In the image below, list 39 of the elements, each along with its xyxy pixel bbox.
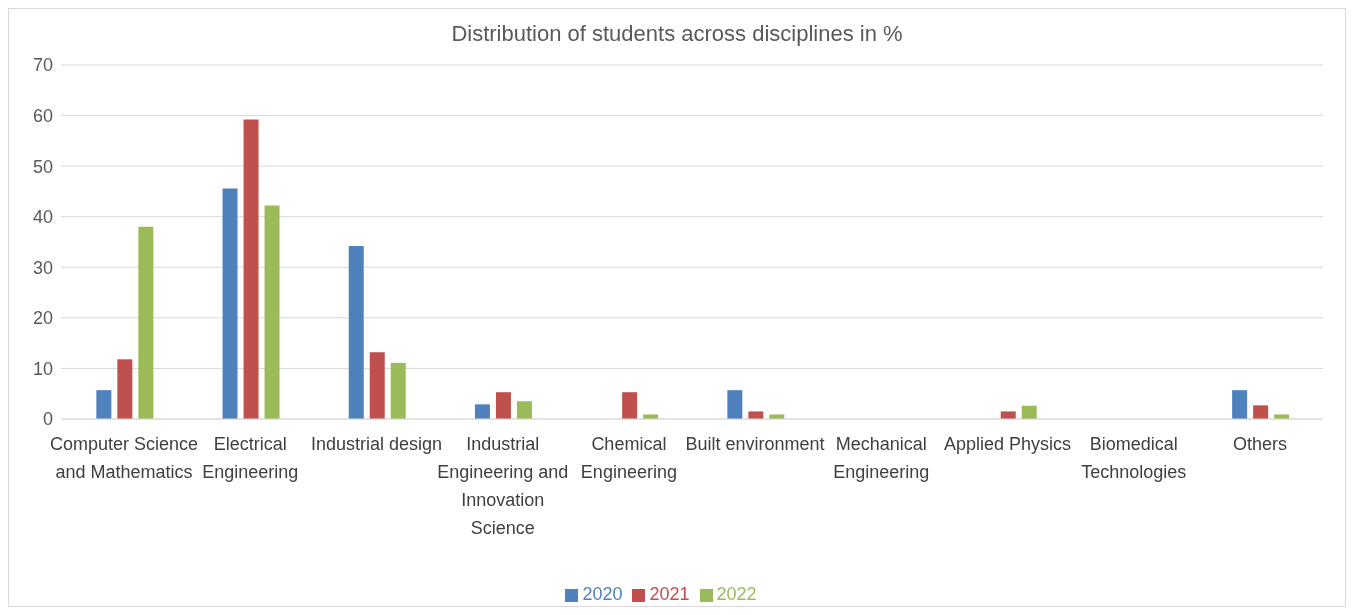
x-tick-label: Mechanical Engineering [833,433,930,482]
bar [138,226,154,419]
bar [117,359,133,419]
x-tick-label: Computer Science and Mathematics [50,433,199,482]
chart-title: Distribution of students across disciplines in % [450,20,904,48]
bar [222,188,238,419]
y-tick-label: 40 [32,207,53,228]
y-tick-label: 30 [32,257,53,278]
bar [727,390,743,419]
bar [369,352,385,419]
bar [622,392,638,419]
bar [474,404,490,419]
legend-label: 2022 [716,584,757,604]
x-tick-label: Chemical Engineering [580,433,677,482]
bar [1232,390,1248,419]
x-tick-label: Biomedical Technologies [1081,433,1187,482]
bar [264,205,280,419]
bar [96,390,112,419]
legend-label: 2021 [649,584,690,604]
bar [516,401,532,419]
bar [243,119,259,419]
bar [348,246,364,419]
bar [1000,411,1016,419]
bar [1253,405,1269,419]
y-tick-label: 0 [42,409,53,430]
y-tick-label: 70 [32,55,53,76]
x-tick-label: Applied Physics [943,433,1072,454]
y-tick-label: 20 [32,308,53,329]
bar [495,392,511,419]
legend-label: 2020 [582,584,623,604]
y-tick-label: 60 [32,105,53,126]
y-tick-label: 10 [32,358,53,379]
bar [1021,405,1037,419]
bar [748,411,764,419]
x-tick-label: Others [1232,433,1287,454]
y-tick-label: 50 [32,156,53,177]
x-tick-label: Built environment [685,433,825,454]
bar [390,362,406,419]
x-tick-label: Electrical Engineering [202,433,299,482]
